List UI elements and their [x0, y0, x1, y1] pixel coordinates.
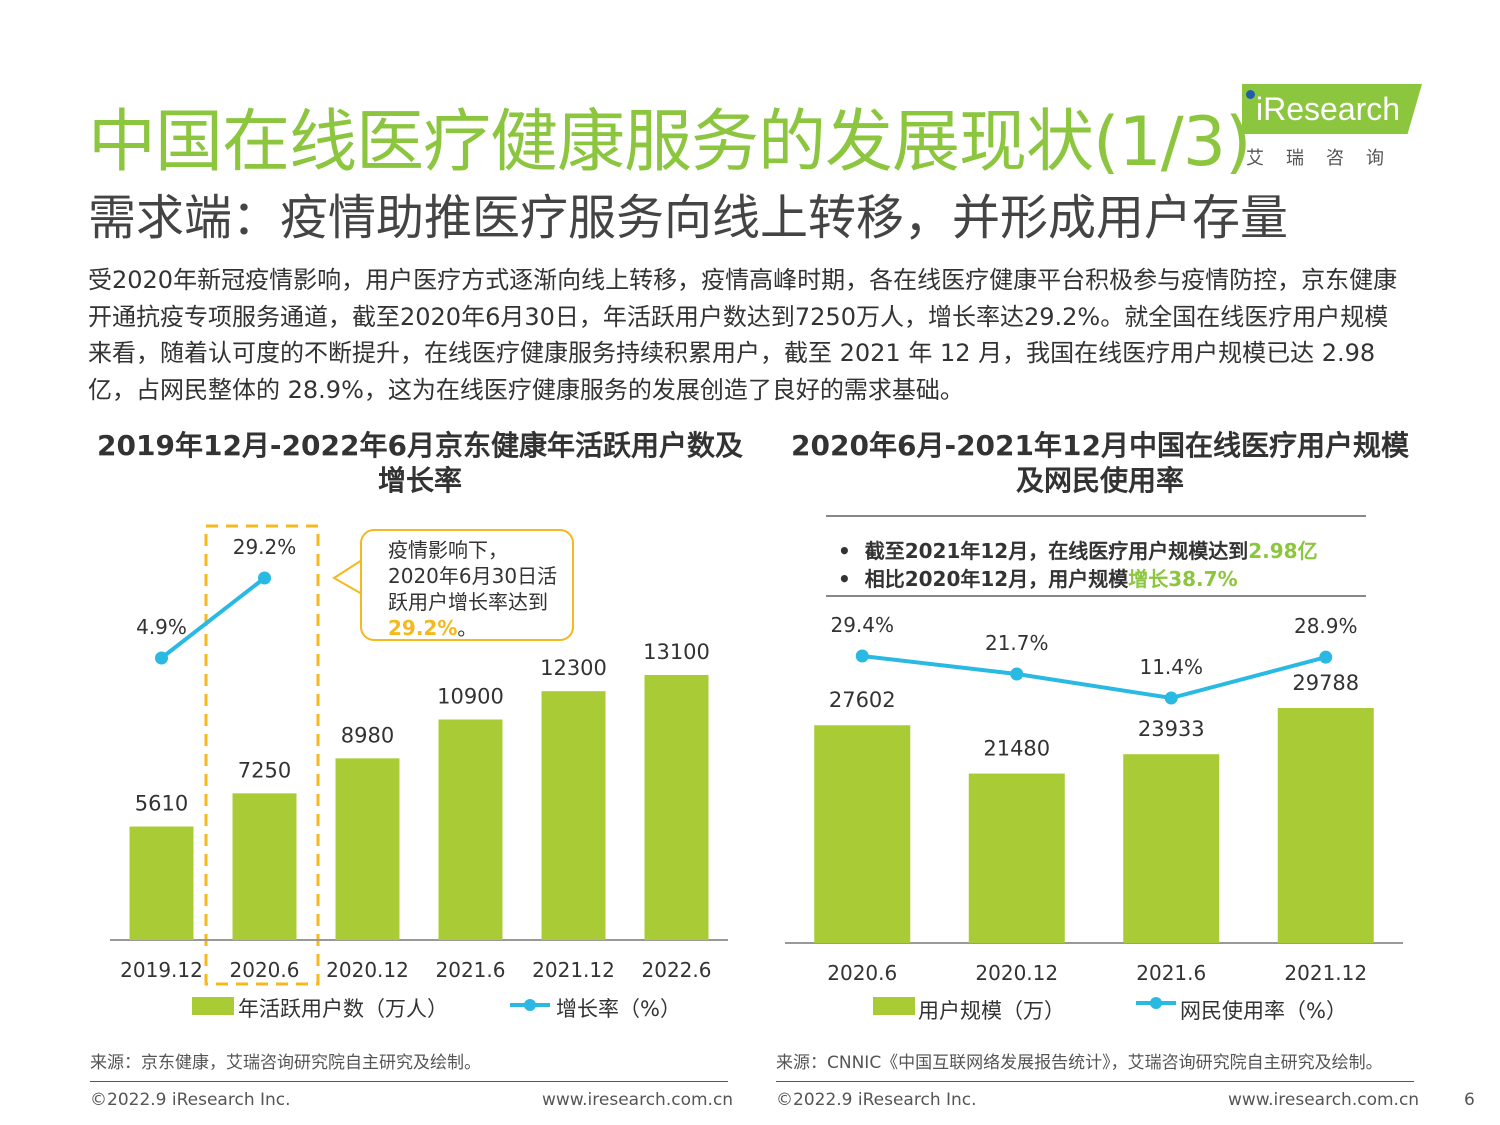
footer-website: www.iresearch.com.cn: [542, 1090, 734, 1110]
chart1-legend-line-dot: [524, 999, 536, 1011]
chart1-bar: [232, 793, 297, 940]
chart1-bar: [335, 758, 400, 940]
chart2-bar-label: 27602: [829, 688, 896, 712]
footer-copyright: ©2022.9 iResearch Inc.: [776, 1090, 977, 1110]
chart1-bar: [438, 719, 503, 940]
callout-highlight: 29.2%: [388, 616, 458, 640]
chart2-x-tick: 2020.12: [975, 961, 1058, 985]
chart1-bar: [644, 675, 709, 940]
chart2-source: 来源：CNNIC《中国互联网络发展报告统计》，艾瑞咨询研究院自主研究及绘制。: [776, 1053, 1383, 1073]
chart1-bar: [129, 826, 194, 940]
chart2-rate-label: 21.7%: [985, 631, 1049, 655]
chart1-bar-label: 10900: [437, 685, 504, 709]
chart1-x-tick: 2020.12: [326, 958, 409, 982]
chart2-legend-line-label: 网民使用率（%）: [1180, 999, 1347, 1023]
note-highlight: 增长38.7%: [1128, 567, 1238, 591]
chart2-rate-point: [1164, 691, 1178, 705]
note-highlight: 2.98亿: [1248, 539, 1318, 563]
page-title: 中国在线医疗健康服务的发展现状(1/3): [88, 103, 1251, 182]
chart1-growth-point: [258, 571, 271, 585]
chart2-notes: • 截至2021年12月，在线医疗用户规模达到2.98亿 • 相比2020年12…: [826, 515, 1366, 597]
chart2-note-item: • 截至2021年12月，在线医疗用户规模达到2.98亿: [838, 539, 1318, 563]
callout-line: 2020年6月30日活: [388, 564, 558, 588]
chart2-note-item: • 相比2020年12月，用户规模增长38.7%: [838, 567, 1238, 591]
callout-line: 疫情影响下，: [388, 538, 508, 562]
chart2-legend-line-dot: [1150, 997, 1162, 1009]
callout-suffix: 。: [457, 616, 478, 640]
logo-wordmark: iResearch: [1242, 84, 1422, 134]
chart1-legend-bar-swatch: [192, 997, 234, 1015]
chart2-legend-bar-swatch: [873, 997, 915, 1015]
chart1-legend-bar-label: 年活跃用户数（万人）: [238, 997, 448, 1021]
chart2-bar-label: 23933: [1138, 717, 1205, 741]
footer-divider-left: [90, 1081, 728, 1082]
chart2-bar: [968, 773, 1065, 943]
chart2-bar: [1123, 754, 1220, 943]
chart2-rate-line: [862, 654, 1327, 701]
chart1-growth-point: [155, 651, 168, 665]
chart2-legend-bar-label: 用户规模（万）: [918, 999, 1065, 1023]
chart2-x-tick: 2021.6: [1136, 961, 1206, 985]
chart1-x-tick: 2021.6: [436, 958, 506, 982]
chart1-title: 2019年12月-2022年6月京东健康年活跃用户数及增长率: [97, 429, 743, 497]
page-number: 6: [1464, 1090, 1475, 1110]
chart1-bar-label: 7250: [238, 758, 291, 782]
chart2-title: 2020年6月-2021年12月中国在线医疗用户规模及网民使用率: [791, 429, 1409, 497]
chart2-bar-label: 21480: [983, 737, 1050, 761]
logo-chinese-name: 艾瑞咨询: [1246, 148, 1406, 169]
chart2-bar: [1277, 708, 1374, 943]
callout-line: 跃用户增长率达到: [388, 590, 548, 614]
chart1-x-tick: 2021.12: [532, 958, 615, 982]
chart1-legend-line-label: 增长率（%）: [556, 997, 681, 1021]
chart2-bar: [814, 725, 911, 943]
iresearch-logo: iResearch 艾瑞咨询: [1242, 84, 1422, 169]
logo-dot-icon: [1246, 90, 1255, 99]
callout-pointer: [332, 559, 363, 595]
chart1-x-tick: 2020.6: [230, 958, 300, 982]
chart1-x-tick: 2019.12: [120, 958, 203, 982]
note-text: 截至2021年12月，在线医疗用户规模达到: [864, 539, 1249, 563]
chart2-x-tick: 2021.12: [1284, 961, 1367, 985]
chart1-bar-label: 5610: [135, 792, 188, 816]
chart2-rate-label: 29.4%: [830, 613, 894, 637]
footer-divider-right: [776, 1081, 1414, 1082]
page-subtitle: 需求端：疫情助推医疗服务向线上转移，并形成用户存量: [88, 190, 1289, 246]
note-text: 相比2020年12月，用户规模: [864, 567, 1129, 591]
chart1-growth-label: 29.2%: [233, 535, 297, 559]
chart2-rate-point: [855, 649, 869, 663]
chart1-source: 来源：京东健康，艾瑞咨询研究院自主研究及绘制。: [90, 1053, 481, 1073]
chart2-rate-point: [1010, 667, 1024, 681]
chart1-bar-label: 8980: [341, 723, 394, 747]
chart1-growth-line: [160, 576, 266, 660]
chart1-x-tick: 2022.6: [642, 958, 712, 982]
chart1-callout: 疫情影响下， 2020年6月30日活 跃用户增长率达到 29.2%。: [360, 529, 574, 641]
chart2-rate-point: [1319, 650, 1333, 664]
chart2-x-tick: 2020.6: [827, 961, 897, 985]
footer-copyright: ©2022.9 iResearch Inc.: [90, 1090, 291, 1110]
callout-line: 29.2%。: [388, 615, 572, 641]
chart1-growth-label: 4.9%: [136, 615, 187, 639]
intro-paragraph: 受2020年新冠疫情影响，用户医疗方式逐渐向线上转移，疫情高峰时期，各在线医疗健…: [88, 266, 1398, 404]
chart2-bar-label: 29788: [1292, 671, 1359, 695]
chart2-rate-label: 28.9%: [1294, 614, 1358, 638]
chart1-bar-label: 12300: [540, 656, 607, 680]
chart1-bar-label: 13100: [643, 640, 710, 664]
chart1-highlight-box: [204, 524, 320, 986]
chart1-bar: [541, 691, 606, 940]
footer-website: www.iresearch.com.cn: [1228, 1090, 1420, 1110]
chart2-rate-label: 11.4%: [1139, 655, 1203, 679]
